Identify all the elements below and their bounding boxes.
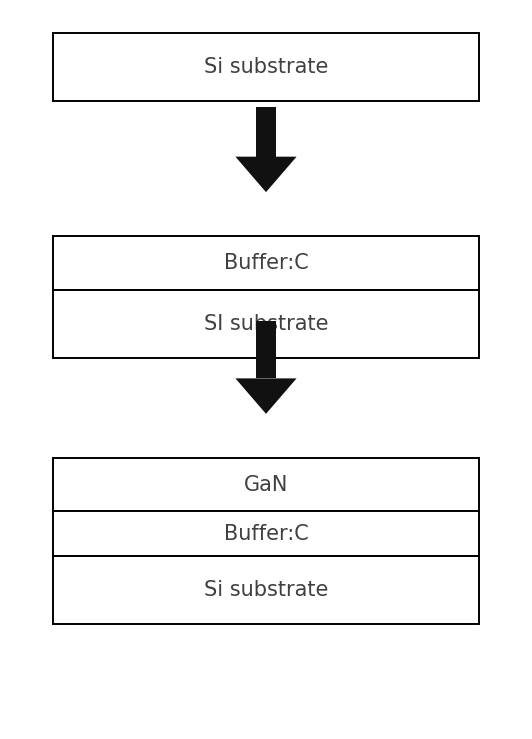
Text: Buffer:C: Buffer:C	[223, 523, 309, 544]
Bar	[53, 290, 479, 358]
Bar	[53, 556, 479, 624]
Text: Buffer:C: Buffer:C	[223, 253, 309, 273]
Bar	[53, 236, 479, 290]
Text: GaN: GaN	[244, 474, 288, 495]
Text: Si substrate: Si substrate	[204, 579, 328, 600]
Text: Si substrate: Si substrate	[204, 57, 328, 78]
Bar	[53, 511, 479, 556]
Text: SI substrate: SI substrate	[204, 313, 328, 334]
Bar	[53, 458, 479, 511]
Polygon shape	[235, 157, 296, 192]
Polygon shape	[235, 378, 296, 414]
Bar	[256, 107, 276, 157]
Bar	[256, 321, 276, 378]
Bar	[53, 33, 479, 101]
